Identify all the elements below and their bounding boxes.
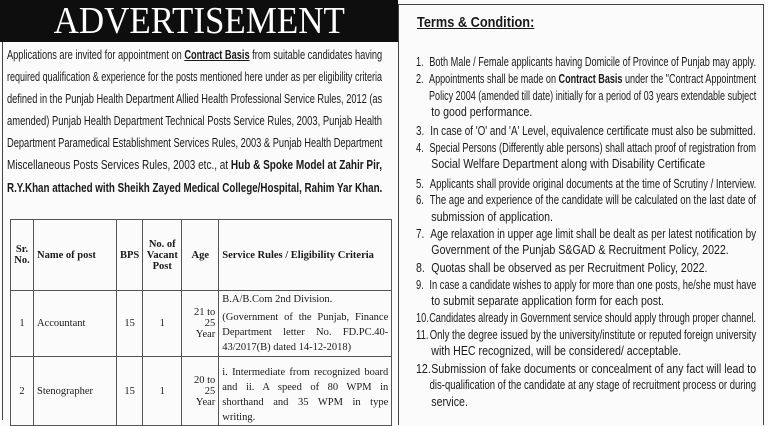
item-number: 7. [416, 227, 425, 241]
terms-item-line: 7. Age relaxation in upper age limit shal… [416, 227, 757, 241]
terms-item-line: 12.Submission of fake documents or conce… [416, 362, 757, 376]
advertisement-banner: ADVERTISEMENT [0, 0, 398, 42]
terms-item-line: submission of application. [431, 210, 553, 224]
left-column [2, 0, 399, 420]
item-number: 4. [416, 141, 424, 155]
terms-item-line: 5. Applicants shall provide original docu… [416, 177, 757, 191]
criteria-cell: B.A/B.Com 2nd Division. (Government of th… [218, 290, 393, 357]
terms-item-line: 3. In case of 'O' and 'A' Level, equivale… [416, 124, 756, 138]
intro-line: R.Y.Khan attached with Sheikh Zayed Medi… [7, 181, 383, 195]
table-row: 1 Accountant 15 1 21 to 25 Year B.A/B.Co… [10, 290, 393, 357]
posts-table: Sr. No. Name of post BPS No. of Vacant P… [10, 219, 393, 426]
item-number: 1. [416, 55, 424, 69]
item-number: 5. [416, 177, 424, 191]
terms-item-line: 11.Only the degree issued by the univers… [416, 328, 757, 342]
terms-item-line: service. [431, 395, 468, 409]
item-number: 12. [416, 362, 431, 376]
terms-item-line: 9. In case a candidate wishes to apply fo… [416, 278, 757, 292]
item-number: 9. [416, 278, 424, 292]
terms-item-line: 2. Appointments shall be made on Contract… [416, 72, 757, 86]
terms-panel [398, 4, 764, 425]
terms-item-line: 4. Special Persons (Differently able pers… [416, 141, 756, 155]
item-number: 3. [416, 124, 425, 138]
table-header-row: Sr. No. Name of post BPS No. of Vacant P… [10, 219, 393, 291]
intro-line: amended) Punjab Health Department Techni… [7, 114, 382, 128]
terms-item-line: to good performance. [431, 105, 533, 119]
item-number: 6. [416, 193, 424, 207]
terms-item-line: 8. Quotas shall be observed as per Recrui… [416, 261, 708, 275]
intro-line: Miscellaneous Posts Services Rules, 2003… [7, 158, 382, 172]
terms-heading: Terms & Condition: [417, 14, 535, 31]
item-number: 2. [416, 72, 424, 86]
item-number: 11. [416, 328, 429, 342]
intro-line: Applications are invited for appointment… [7, 48, 383, 62]
terms-item-line: with HEC recognized, will be considered/… [431, 344, 682, 358]
intro-line: Department Paramedical Establishment Ser… [7, 136, 383, 150]
item-number: 8. [416, 261, 425, 275]
terms-item-line: Social Welfare Department along with Dis… [431, 157, 706, 171]
terms-item-line: 6. The age and experience of the candidat… [416, 193, 757, 207]
terms-item-line: dis-qualification of the candidate at an… [429, 378, 757, 392]
banner-title: ADVERTISEMENT [53, 0, 345, 42]
table-row: 2 Stenographer 15 1 20 to 25 Year i. Int… [10, 356, 393, 426]
terms-item-line: 1. Both Male / Female applicants having D… [416, 55, 757, 69]
intro-line: required qualification & experience for … [7, 70, 382, 84]
item-number: 10. [416, 311, 429, 325]
terms-item-line: Policy 2004 (amended till date) initiall… [429, 89, 757, 103]
terms-item-line: to submit separate application form for … [431, 294, 665, 308]
terms-item-line: 10.Candidates already in Government serv… [416, 311, 757, 325]
terms-item-line: Government of the Punjab S&GAD & Recruit… [431, 243, 729, 257]
intro-line: defined in the Punjab Health Department … [7, 92, 383, 106]
